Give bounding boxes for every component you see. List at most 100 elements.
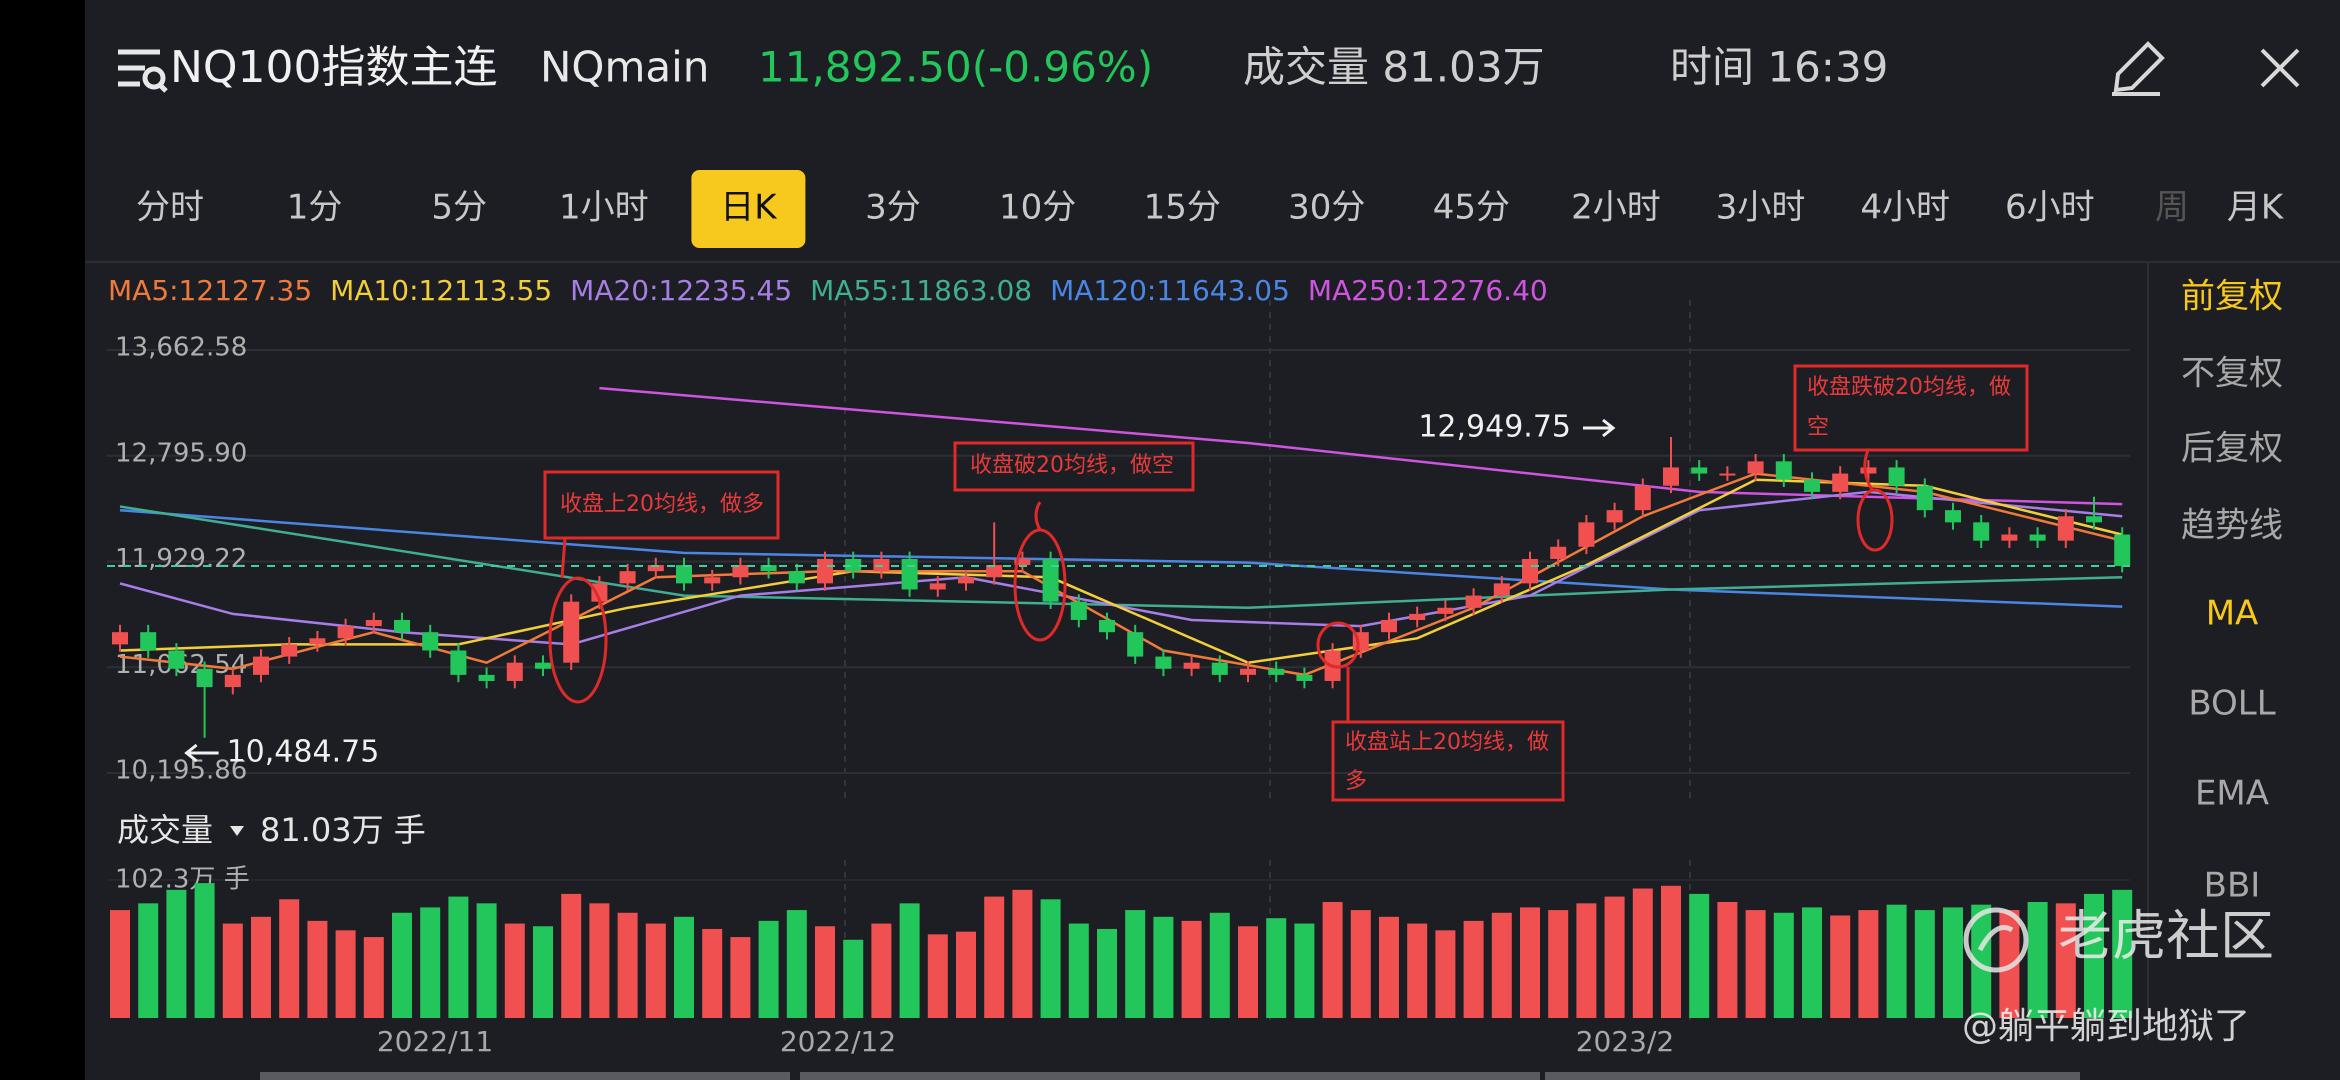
volume-dropdown[interactable] (230, 826, 244, 836)
candle-body (1127, 632, 1144, 657)
annotation-text: 多 (1345, 769, 1367, 794)
candle-body (1719, 473, 1736, 476)
tab[interactable]: 3分 (865, 188, 921, 228)
candle-body (1296, 674, 1313, 681)
volume-bar (1209, 912, 1230, 1018)
candle-body (591, 583, 608, 602)
tab[interactable]: 10分 (999, 188, 1076, 228)
candle-body (224, 674, 241, 688)
candle-body (958, 577, 974, 584)
candle-body (647, 565, 664, 572)
tab[interactable]: 2小时 (1571, 188, 1661, 228)
annotation-box (543, 470, 780, 540)
ma-label: MA250:12276.40 (1308, 274, 1548, 307)
tab[interactable]: 45分 (1433, 188, 1510, 228)
volume-bar (1097, 928, 1117, 1018)
candle-body (281, 644, 298, 657)
tab[interactable]: 3小时 (1716, 188, 1806, 228)
ma-label: MA5:12127.35 (108, 274, 312, 307)
volume-bar (1858, 910, 1879, 1018)
volume-bar (1830, 915, 1851, 1018)
volume-current: 81.03万 手 (260, 811, 426, 849)
candle-body (619, 571, 636, 584)
menu-icon[interactable] (118, 49, 168, 93)
candle-body (140, 632, 157, 651)
volume-bar (2027, 901, 2048, 1018)
tab[interactable]: 日K (720, 188, 778, 228)
volume-bar (2084, 893, 2104, 1018)
candle-body (676, 565, 692, 584)
side-menu-item[interactable]: BBI (2204, 866, 2261, 906)
tab[interactable]: 6小时 (2005, 188, 2095, 228)
annotation-link (1863, 449, 1874, 491)
volume-bar (1773, 912, 1794, 1018)
candle-body (1465, 595, 1482, 608)
volume-bar (222, 923, 243, 1018)
volume-bar (1548, 910, 1569, 1018)
side-menu-item[interactable]: 趋势线 (2181, 506, 2283, 546)
candle-body (2114, 534, 2131, 566)
candle-body (1014, 558, 1031, 566)
price: 11,892.50(-0.96%) (758, 43, 1153, 92)
volume-bar (1802, 907, 1822, 1018)
side-menu-item[interactable]: BOLL (2188, 684, 2275, 724)
candle-body (1268, 668, 1285, 675)
tab[interactable]: 1小时 (559, 188, 649, 228)
side-menu-item[interactable]: 不复权 (2181, 354, 2283, 394)
volume-bar (1350, 910, 1371, 1018)
candle-body (1860, 467, 1877, 474)
time-info: 时间 16:39 (1670, 43, 1888, 92)
side-menu-item[interactable]: MA (2206, 594, 2259, 634)
x-tick-label: 2022/11 (377, 1025, 493, 1058)
candle-body (563, 601, 580, 663)
volume-bar (984, 896, 1005, 1018)
volume-bar (1407, 923, 1428, 1018)
volume-bar (392, 912, 412, 1018)
volume-bar (1125, 910, 1146, 1018)
candle-body (1409, 613, 1426, 620)
candle-body (1550, 546, 1567, 559)
volume-bar (1943, 907, 1963, 1018)
volume-bar (702, 928, 723, 1018)
volume-bar (533, 926, 553, 1018)
volume-bar (815, 926, 835, 1018)
volume-bar (1294, 923, 1315, 1018)
volume-bar (2055, 903, 2076, 1018)
volume-bar (1379, 916, 1399, 1018)
tab[interactable]: 15分 (1144, 188, 1221, 228)
tab[interactable]: 4小时 (1860, 188, 1950, 228)
side-menu-item[interactable]: 后复权 (2181, 429, 2283, 469)
candle-body (1888, 467, 1905, 486)
edit-icon[interactable] (2112, 41, 2165, 96)
tab[interactable]: 30分 (1288, 188, 1365, 228)
side-menu-item[interactable]: EMA (2195, 774, 2269, 814)
watermark: 老虎社区 @躺平躺到地狱了 (1962, 905, 2274, 1047)
volume-bar (504, 923, 525, 1018)
tab[interactable]: 分时 (136, 188, 204, 228)
annotation-circle (548, 576, 608, 704)
volume-bar (1435, 930, 1456, 1018)
candle-body (845, 558, 862, 572)
price-chart: 13,662.5812,795.9011,929.2211,062.5410,1… (107, 300, 2133, 1058)
candle-body (1042, 558, 1059, 602)
close-icon[interactable] (2260, 48, 2300, 88)
tab[interactable]: 1分 (287, 188, 343, 228)
ma-label: MA20:12235.45 (570, 274, 792, 307)
volume-bar (1181, 920, 1202, 1018)
volume-bar (110, 910, 130, 1018)
candle-body (1070, 601, 1087, 620)
candle-body (1381, 619, 1397, 633)
tab[interactable]: 5分 (431, 188, 487, 228)
volume-bar (1266, 918, 1287, 1018)
tab[interactable]: 月K (2227, 188, 2285, 228)
volume-bar (1520, 907, 1540, 1018)
candle-body (1155, 656, 1172, 669)
tab[interactable]: 周 (2155, 188, 2189, 228)
candle-body (535, 662, 551, 669)
volume-bar (927, 934, 948, 1018)
volume-bar (448, 896, 469, 1018)
side-menu-item[interactable]: 前复权 (2181, 277, 2283, 317)
volume-bar (1012, 889, 1033, 1018)
